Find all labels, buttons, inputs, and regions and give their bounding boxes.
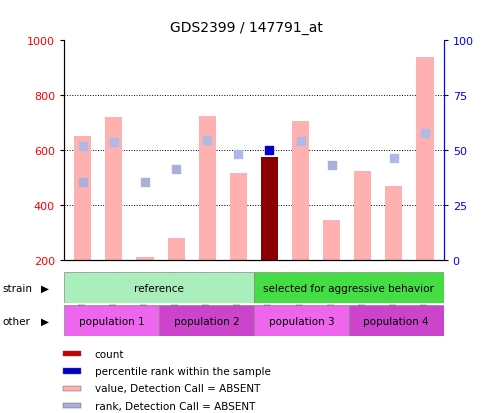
Text: population 1: population 1 xyxy=(79,316,144,326)
Text: strain: strain xyxy=(2,283,33,293)
Point xyxy=(234,152,242,159)
Bar xyxy=(137,257,153,260)
Bar xyxy=(199,116,216,260)
Bar xyxy=(417,58,433,260)
Point xyxy=(141,179,149,186)
Text: reference: reference xyxy=(134,283,184,293)
Text: other: other xyxy=(2,316,31,326)
Bar xyxy=(159,306,254,337)
Point xyxy=(203,138,211,144)
Text: population 2: population 2 xyxy=(174,316,239,326)
Point xyxy=(110,140,118,146)
Point xyxy=(390,155,398,162)
Bar xyxy=(64,273,254,304)
Bar xyxy=(386,186,402,260)
Text: ▶: ▶ xyxy=(41,283,49,293)
Bar xyxy=(292,122,309,260)
Bar xyxy=(63,368,81,374)
Text: population 4: population 4 xyxy=(363,316,429,326)
Bar xyxy=(261,158,278,260)
Text: percentile rank within the sample: percentile rank within the sample xyxy=(95,366,271,376)
Text: selected for aggressive behavior: selected for aggressive behavior xyxy=(263,283,434,293)
Point xyxy=(421,130,429,137)
Bar xyxy=(74,137,91,260)
Point xyxy=(328,163,336,169)
Point xyxy=(297,139,305,145)
Bar xyxy=(254,306,349,337)
Bar xyxy=(354,171,371,260)
Text: rank, Detection Call = ABSENT: rank, Detection Call = ABSENT xyxy=(95,401,255,411)
Bar xyxy=(63,386,81,391)
Bar xyxy=(63,403,81,408)
Point xyxy=(172,166,180,173)
Point xyxy=(266,147,274,154)
Bar xyxy=(349,306,444,337)
Bar xyxy=(254,273,444,304)
Bar xyxy=(230,174,247,260)
Bar xyxy=(106,118,122,260)
Text: value, Detection Call = ABSENT: value, Detection Call = ABSENT xyxy=(95,383,260,394)
Point xyxy=(79,179,87,186)
Bar xyxy=(323,221,340,260)
Bar xyxy=(63,351,81,356)
Text: population 3: population 3 xyxy=(269,316,334,326)
Bar xyxy=(64,306,159,337)
Text: count: count xyxy=(95,349,124,359)
Text: ▶: ▶ xyxy=(41,316,49,326)
Bar xyxy=(168,238,185,260)
Text: GDS2399 / 147791_at: GDS2399 / 147791_at xyxy=(170,21,323,35)
Point xyxy=(79,143,87,150)
